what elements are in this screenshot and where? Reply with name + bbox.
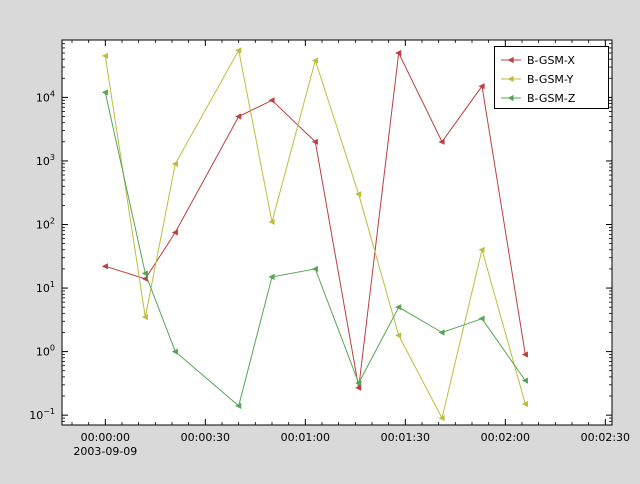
series-marker — [478, 246, 485, 253]
series-marker — [268, 273, 275, 280]
legend-entry: B-GSM-Z — [501, 92, 576, 105]
series-marker — [101, 89, 108, 96]
series-marker — [235, 113, 242, 120]
series-marker — [355, 191, 362, 198]
y-tick-label: 101 — [36, 280, 55, 295]
series-marker — [478, 83, 485, 90]
series-marker — [395, 332, 402, 339]
series-marker — [171, 348, 178, 355]
legend-entry: B-GSM-Y — [501, 73, 574, 86]
series-marker — [141, 313, 148, 321]
y-tick-label: 100 — [36, 344, 55, 359]
series-marker — [478, 315, 485, 322]
x-tick-label: 00:02:30 — [581, 431, 630, 444]
series-b-gsm-y — [101, 47, 528, 422]
series-marker — [355, 384, 362, 391]
series-marker — [235, 402, 242, 409]
legend-label: B-GSM-X — [527, 54, 575, 67]
legend-entry: B-GSM-X — [501, 54, 575, 67]
series-marker — [521, 400, 528, 408]
series-marker — [171, 229, 178, 236]
y-tick-label: 104 — [36, 89, 55, 104]
legend-label: B-GSM-Z — [527, 92, 576, 105]
x-tick-label: 00:02:00 — [481, 431, 530, 444]
series-marker — [355, 379, 362, 387]
x-tick-label: 00:00:00 — [81, 431, 130, 444]
legend: B-GSM-X B-GSM-Y B-GSM-Z — [494, 46, 609, 109]
series-marker — [507, 94, 514, 102]
series-marker — [521, 351, 528, 358]
x-tick-label: 00:00:30 — [181, 431, 230, 444]
series-b-gsm-x — [101, 49, 528, 391]
axis-spines — [61, 39, 613, 426]
series-marker — [311, 57, 318, 64]
legend-label: B-GSM-Y — [527, 73, 574, 86]
series-marker — [521, 377, 528, 384]
x-tick-label: 00:01:00 — [281, 431, 330, 444]
series-marker — [395, 304, 402, 311]
y-tick-label: 103 — [36, 153, 55, 168]
series-marker — [507, 75, 514, 83]
y-tick-label: 10−1 — [29, 407, 55, 422]
series-marker — [395, 49, 402, 57]
series-marker — [438, 138, 445, 145]
x-tick-label: 00:01:30 — [381, 431, 430, 444]
series-marker — [311, 265, 318, 273]
x-axis-date-label: 2003-09-09 — [73, 445, 137, 458]
series-marker — [268, 97, 275, 104]
series-marker — [141, 270, 148, 277]
series-marker — [101, 263, 108, 270]
series-marker — [311, 138, 318, 145]
series-marker — [101, 52, 108, 59]
series-marker — [438, 414, 445, 422]
series-marker — [268, 218, 275, 225]
series-marker — [235, 47, 242, 54]
series-marker — [507, 56, 514, 64]
series-marker — [171, 160, 178, 167]
series-marker — [438, 329, 445, 336]
y-tick-label: 102 — [36, 216, 55, 231]
series-b-gsm-z — [101, 89, 528, 409]
